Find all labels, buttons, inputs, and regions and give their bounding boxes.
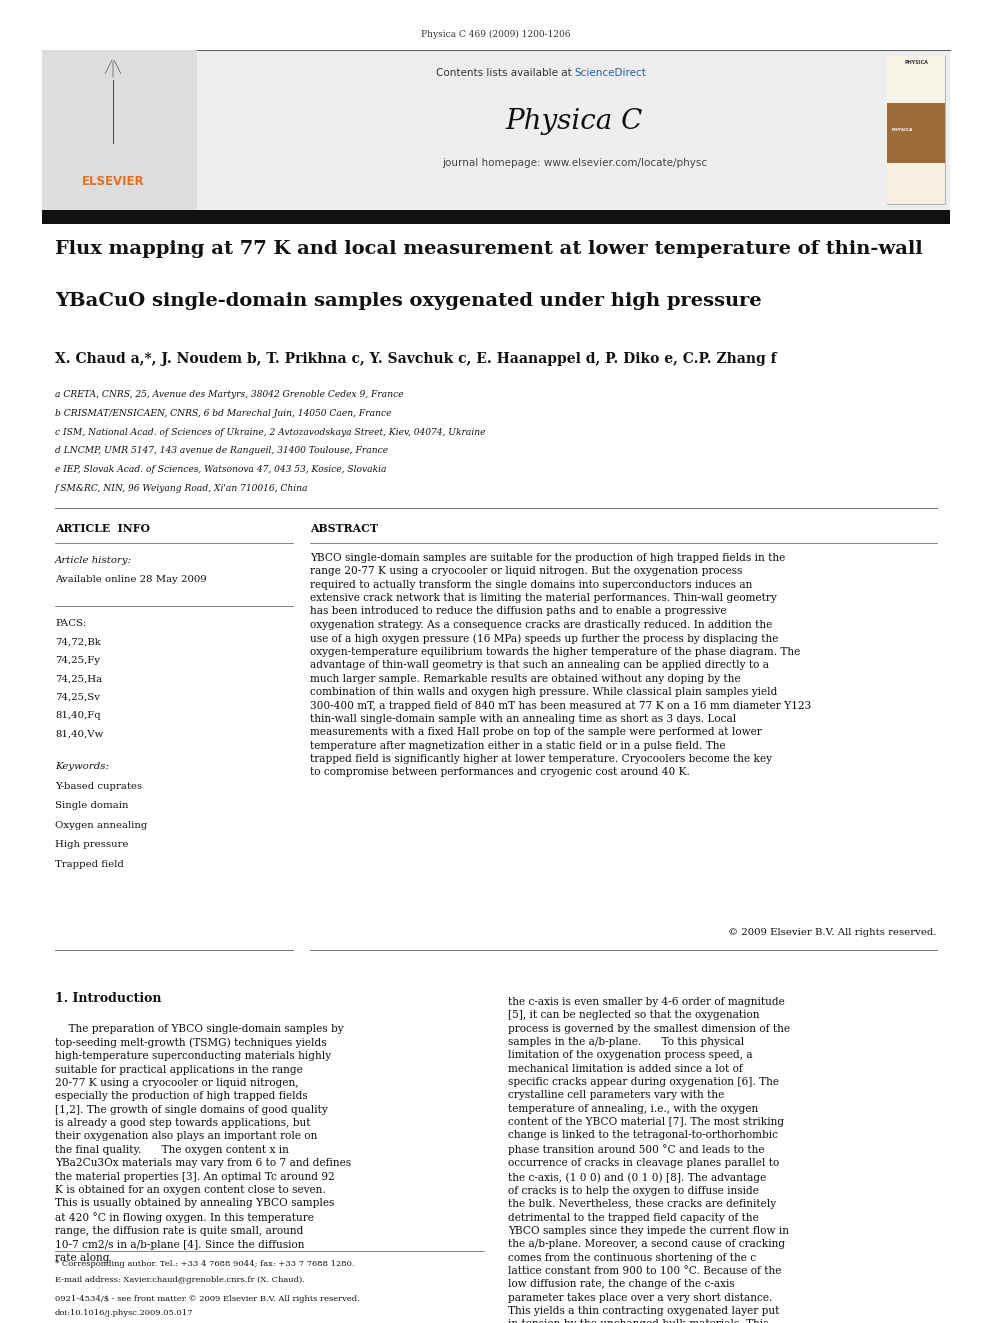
Text: 74,25,Sv: 74,25,Sv bbox=[55, 693, 100, 701]
Text: X. Chaud a,*, J. Noudem b, T. Prikhna c, Y. Savchuk c, E. Haanappel d, P. Diko e: X. Chaud a,*, J. Noudem b, T. Prikhna c,… bbox=[55, 352, 777, 366]
Text: 1. Introduction: 1. Introduction bbox=[55, 992, 162, 1004]
Text: Article history:: Article history: bbox=[55, 556, 132, 565]
Bar bbox=[887, 56, 945, 103]
Text: the c-axis is even smaller by 4-6 order of magnitude
[5], it can be neglected so: the c-axis is even smaller by 4-6 order … bbox=[508, 996, 790, 1323]
Text: Trapped field: Trapped field bbox=[55, 860, 124, 869]
Text: journal homepage: www.elsevier.com/locate/physc: journal homepage: www.elsevier.com/locat… bbox=[442, 157, 707, 168]
Text: The preparation of YBCO single-domain samples by
top-seeding melt-growth (TSMG) : The preparation of YBCO single-domain sa… bbox=[55, 1024, 351, 1263]
Text: High pressure: High pressure bbox=[55, 840, 129, 849]
Text: Y-based cuprates: Y-based cuprates bbox=[55, 782, 142, 791]
Text: Physica C 469 (2009) 1200-1206: Physica C 469 (2009) 1200-1206 bbox=[422, 30, 570, 40]
Text: PHYSICA: PHYSICA bbox=[904, 60, 928, 65]
Text: Keywords:: Keywords: bbox=[55, 762, 109, 771]
Text: 74,72,Bk: 74,72,Bk bbox=[55, 638, 101, 647]
Text: PACS:: PACS: bbox=[55, 619, 86, 628]
Text: PHYSICA: PHYSICA bbox=[892, 128, 914, 132]
Text: YBCO single-domain samples are suitable for the production of high trapped field: YBCO single-domain samples are suitable … bbox=[310, 553, 811, 778]
Text: 74,25,Fy: 74,25,Fy bbox=[55, 656, 100, 664]
Text: e IEP, Slovak Acad. of Sciences, Watsonova 47, 043 53, Kosice, Slovakia: e IEP, Slovak Acad. of Sciences, Watsono… bbox=[55, 466, 387, 474]
Bar bbox=[887, 56, 945, 204]
Text: Single domain: Single domain bbox=[55, 802, 129, 810]
Text: ScienceDirect: ScienceDirect bbox=[574, 67, 647, 78]
Text: Available online 28 May 2009: Available online 28 May 2009 bbox=[55, 574, 206, 583]
Text: Oxygen annealing: Oxygen annealing bbox=[55, 820, 147, 830]
Bar bbox=[42, 50, 197, 210]
Bar bbox=[887, 163, 945, 204]
Text: c ISM, National Acad. of Sciences of Ukraine, 2 Avtozavodskaya Street, Kiev, 040: c ISM, National Acad. of Sciences of Ukr… bbox=[55, 427, 485, 437]
Text: E-mail address: Xavier.chaud@grenoble.cnrs.fr (X. Chaud).: E-mail address: Xavier.chaud@grenoble.cn… bbox=[55, 1275, 305, 1285]
Text: YBaCuO single-domain samples oxygenated under high pressure: YBaCuO single-domain samples oxygenated … bbox=[55, 292, 762, 310]
Text: ARTICLE  INFO: ARTICLE INFO bbox=[55, 523, 150, 533]
Text: © 2009 Elsevier B.V. All rights reserved.: © 2009 Elsevier B.V. All rights reserved… bbox=[728, 927, 937, 937]
Text: doi:10.1016/j.physc.2009.05.017: doi:10.1016/j.physc.2009.05.017 bbox=[55, 1308, 193, 1316]
Text: a CRETA, CNRS, 25, Avenue des Martyrs, 38042 Grenoble Cedex 9, France: a CRETA, CNRS, 25, Avenue des Martyrs, 3… bbox=[55, 390, 404, 400]
Bar bbox=[887, 103, 945, 163]
Text: 81,40,Fq: 81,40,Fq bbox=[55, 712, 100, 720]
Text: f SM&RC, NIN, 96 Weiyang Road, Xi'an 710016, China: f SM&RC, NIN, 96 Weiyang Road, Xi'an 710… bbox=[55, 484, 309, 493]
Text: Physica C: Physica C bbox=[506, 108, 643, 135]
Text: Flux mapping at 77 K and local measurement at lower temperature of thin-wall: Flux mapping at 77 K and local measureme… bbox=[55, 239, 923, 258]
Text: ELSEVIER: ELSEVIER bbox=[81, 175, 144, 188]
Text: 81,40,Vw: 81,40,Vw bbox=[55, 730, 103, 738]
Text: b CRISMAT/ENSICAEN, CNRS, 6 bd Marechal Juin, 14050 Caen, France: b CRISMAT/ENSICAEN, CNRS, 6 bd Marechal … bbox=[55, 409, 392, 418]
Text: 74,25,Ha: 74,25,Ha bbox=[55, 675, 102, 683]
Bar bbox=[42, 210, 950, 224]
Text: d LNCMP, UMR 5147, 143 avenue de Rangueil, 31400 Toulouse, France: d LNCMP, UMR 5147, 143 avenue de Ranguei… bbox=[55, 446, 388, 455]
Text: ABSTRACT: ABSTRACT bbox=[310, 523, 378, 533]
Text: Contents lists available at: Contents lists available at bbox=[435, 67, 574, 78]
Bar bbox=[42, 50, 950, 210]
Text: * Corresponding author. Tel.: +33 4 7688 9044; fax: +33 7 7688 1280.: * Corresponding author. Tel.: +33 4 7688… bbox=[55, 1259, 354, 1267]
Text: 0921-4534/$ - see front matter © 2009 Elsevier B.V. All rights reserved.: 0921-4534/$ - see front matter © 2009 El… bbox=[55, 1295, 360, 1303]
